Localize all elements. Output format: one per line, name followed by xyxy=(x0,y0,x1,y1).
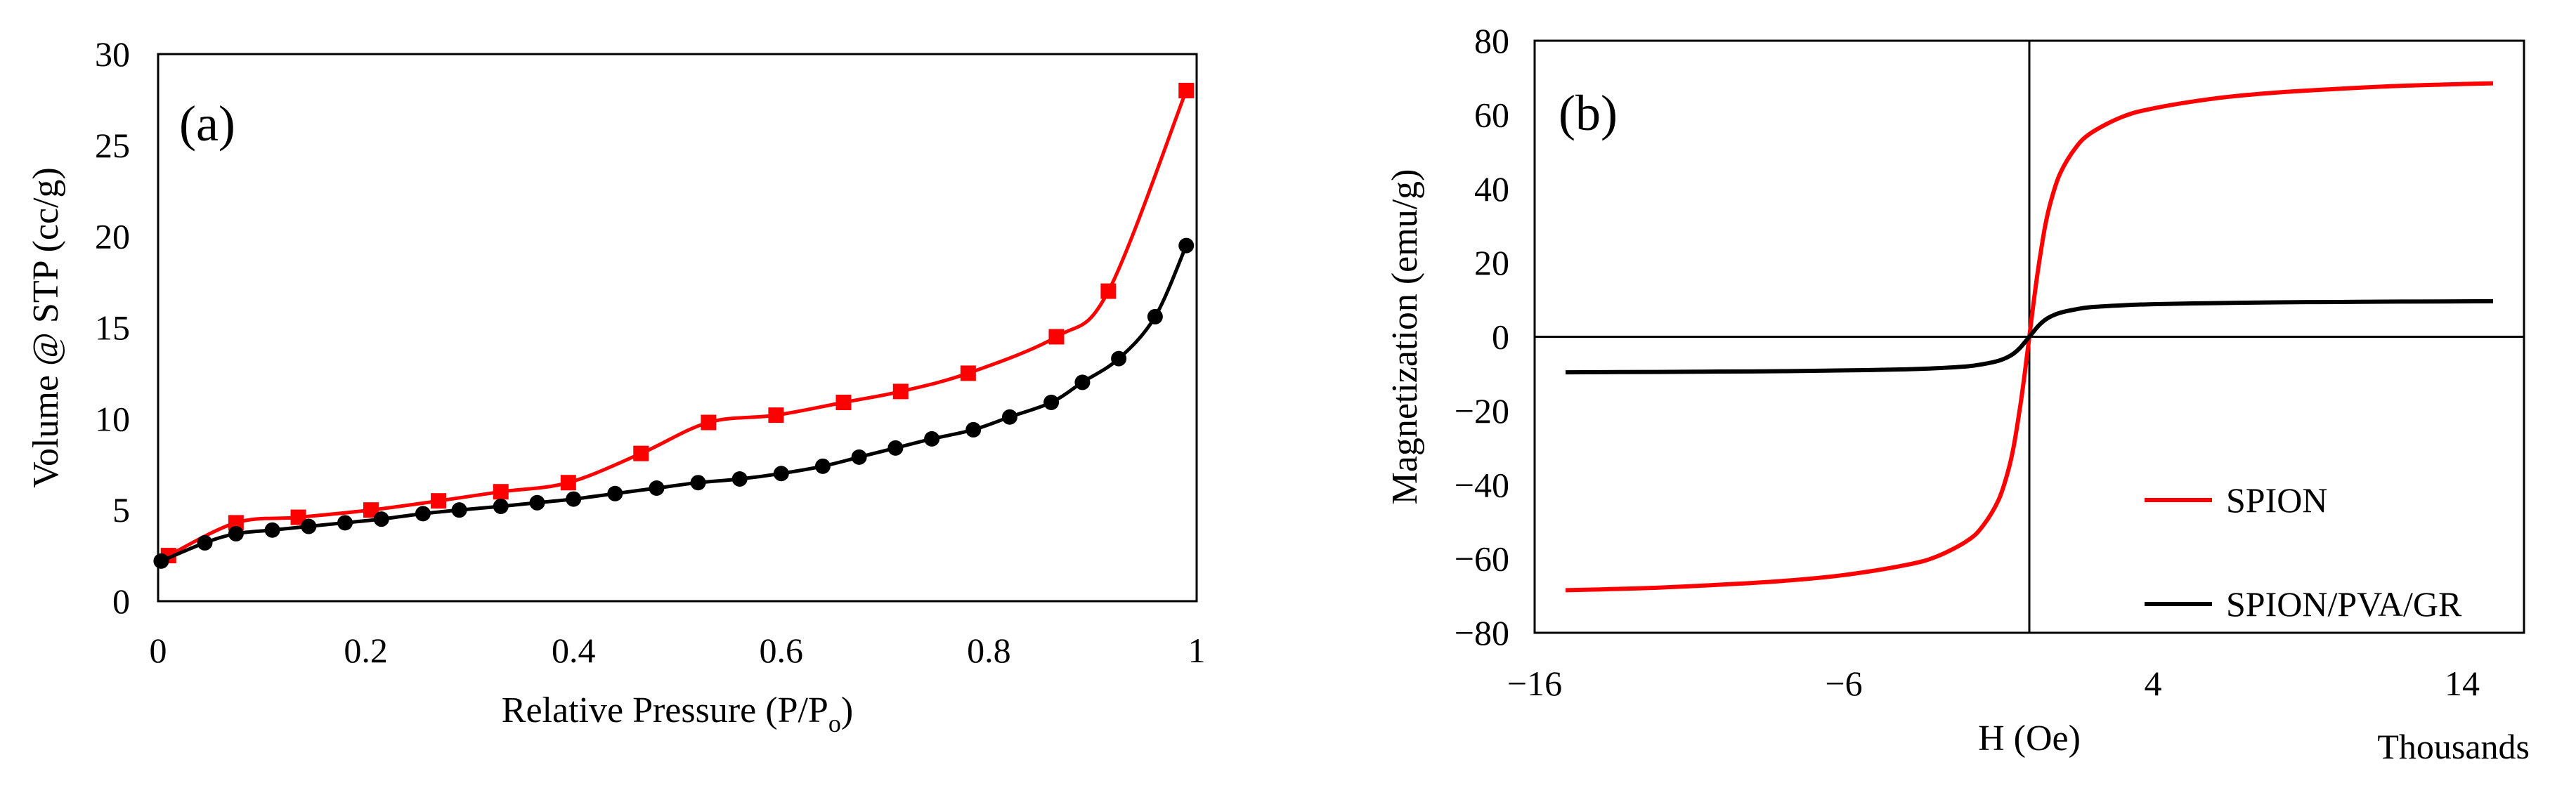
data-point-square xyxy=(633,445,649,461)
data-point-circle xyxy=(773,466,789,482)
data-point-circle xyxy=(415,506,431,522)
data-point-square xyxy=(560,475,576,491)
x-axis-title-main: Relative Pressure (P/P xyxy=(502,690,828,730)
data-point-circle xyxy=(1043,394,1060,410)
y-axis-title-a: Volume @ STP (cc/g) xyxy=(26,167,66,488)
data-point-circle xyxy=(1001,409,1017,425)
panel-label-b: (b) xyxy=(1559,85,1618,141)
data-point-circle xyxy=(337,515,353,531)
data-point-circle xyxy=(924,431,940,447)
y-tick-label-b: 80 xyxy=(1474,21,1509,60)
data-point-circle xyxy=(301,518,317,534)
data-point-square xyxy=(431,493,447,509)
x-axis-title-b: H (Oe) xyxy=(1978,718,2081,759)
data-point-square xyxy=(1048,329,1065,345)
x-tick-label-b: 14 xyxy=(2445,664,2480,703)
data-point-circle xyxy=(851,449,867,465)
data-point-circle xyxy=(1147,308,1163,324)
y-tick-label-b: −20 xyxy=(1455,391,1509,431)
y-tick-label-a: 5 xyxy=(112,490,130,530)
data-point-square xyxy=(701,414,717,431)
series-line-spion-pva-gr xyxy=(1565,298,2494,375)
data-point-circle xyxy=(373,511,389,527)
panel-label-a: (a) xyxy=(179,96,235,152)
data-point-circle xyxy=(153,553,169,569)
chart-a: 0 5 10 15 20 25 30 0 0.2 0.4 0.6 0.8 1 Relative Press… xyxy=(26,34,1206,737)
x-tick-label-a: 1 xyxy=(1188,631,1206,670)
data-point-circle xyxy=(264,522,280,538)
data-point-square xyxy=(1100,283,1117,299)
data-point-circle xyxy=(493,498,509,514)
data-point-circle xyxy=(1178,237,1195,254)
x-tick-label-b: −6 xyxy=(1825,664,1862,703)
y-tick-label-b: 40 xyxy=(1474,169,1509,209)
y-tick-label-b: 20 xyxy=(1474,243,1509,282)
x-tick-label-b: −16 xyxy=(1507,664,1562,703)
x-axis-title-subscript: o xyxy=(828,709,841,737)
y-tick-label-b: −80 xyxy=(1455,613,1509,652)
series-line-adsorption xyxy=(160,244,1188,563)
data-point-square xyxy=(290,509,306,525)
y-tick-label-b: 0 xyxy=(1492,317,1509,357)
y-tick-label-a: 15 xyxy=(95,308,130,348)
data-point-circle xyxy=(197,534,213,551)
data-point-circle xyxy=(607,485,623,501)
data-point-circle xyxy=(228,525,244,541)
y-axis-title-b: Magnetization (emu/g) xyxy=(1385,169,1425,505)
data-point-circle xyxy=(451,502,467,518)
plot-area-a xyxy=(157,53,1198,603)
x-units-note: Thousands xyxy=(2377,727,2530,766)
legend-label: SPION/PVA/GR xyxy=(2226,584,2462,624)
x-tick-label-a: 0.2 xyxy=(344,631,388,670)
x-tick-label-a: 0 xyxy=(150,631,167,670)
y-tick-label-b: −40 xyxy=(1455,465,1509,504)
x-axis-title-a: Relative Pressure (P/Po) xyxy=(502,690,853,737)
y-tick-label-b: −60 xyxy=(1455,539,1509,579)
x-tick-label-a: 0.8 xyxy=(967,631,1011,670)
y-tick-label-a: 25 xyxy=(95,126,130,165)
data-point-circle xyxy=(690,475,706,491)
data-point-square xyxy=(960,365,976,381)
y-tick-label-a: 0 xyxy=(112,582,130,621)
data-point-square xyxy=(228,515,244,531)
data-point-circle xyxy=(887,440,904,456)
legend-label: SPION xyxy=(2226,480,2327,520)
data-point-circle xyxy=(1074,374,1091,390)
data-point-circle xyxy=(965,421,982,438)
data-point-circle xyxy=(566,491,582,507)
data-point-square xyxy=(835,394,852,410)
y-tick-label-a: 30 xyxy=(95,34,130,74)
data-point-square xyxy=(768,407,784,423)
x-tick-label-b: 4 xyxy=(2145,664,2162,703)
data-point-circle xyxy=(731,471,748,487)
data-point-circle xyxy=(529,494,545,511)
chart-b: −80 −60 −40 −20 0 20 40 60 80 −16 −6 4 14 H (Oe) Thous… xyxy=(1385,21,2530,766)
data-point-circle xyxy=(649,480,665,497)
data-point-circle xyxy=(814,458,831,474)
x-tick-label-a: 0.4 xyxy=(552,631,596,670)
x-axis-title-suffix: ) xyxy=(841,690,853,730)
data-point-square xyxy=(363,502,379,518)
y-tick-label-b: 60 xyxy=(1474,95,1509,134)
data-point-square xyxy=(892,383,909,400)
x-tick-label-a: 0.6 xyxy=(760,631,804,670)
data-point-circle xyxy=(1111,350,1127,367)
y-tick-label-a: 10 xyxy=(95,399,130,438)
y-tick-label-a: 20 xyxy=(95,217,130,256)
data-point-square xyxy=(493,484,509,500)
data-point-square xyxy=(1178,82,1195,98)
